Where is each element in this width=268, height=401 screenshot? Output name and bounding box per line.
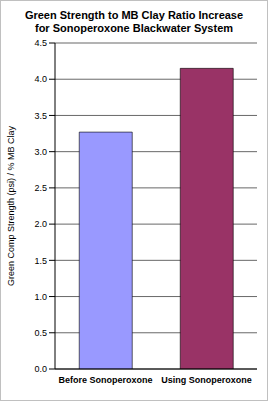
svg-text:0.5: 0.5 [34,328,47,338]
svg-text:Using Sonoperoxone: Using Sonoperoxone [161,375,252,385]
svg-text:3.5: 3.5 [34,111,47,121]
svg-text:4.5: 4.5 [34,38,47,48]
svg-text:2.0: 2.0 [34,219,47,229]
svg-text:1.0: 1.0 [34,292,47,302]
svg-text:2.5: 2.5 [34,183,47,193]
svg-text:3.0: 3.0 [34,147,47,157]
html-text:Green Strength to MB Clay Rati: Green Strength to MB Clay Ratio Increase… [24,9,244,34]
svg-text:0.0: 0.0 [34,364,47,374]
svg-text:1.5: 1.5 [34,256,47,266]
svg-text:4.0: 4.0 [34,74,47,84]
svg-text:Green Comp Strength (psi) / %: Green Comp Strength (psi) / % MB Clay [8,125,16,286]
svg-text:Before Sonoperoxone: Before Sonoperoxone [58,375,152,385]
